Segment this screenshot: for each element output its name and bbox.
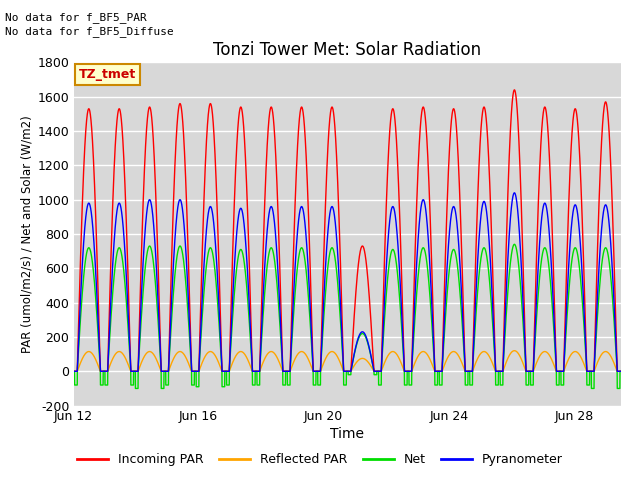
X-axis label: Time: Time	[330, 427, 364, 441]
Text: No data for f_BF5_PAR: No data for f_BF5_PAR	[5, 12, 147, 23]
Y-axis label: PAR (umol/m2/s) / Net and Solar (W/m2): PAR (umol/m2/s) / Net and Solar (W/m2)	[20, 115, 33, 353]
Text: No data for f_BF5_Diffuse: No data for f_BF5_Diffuse	[5, 26, 174, 37]
Legend: Incoming PAR, Reflected PAR, Net, Pyranometer: Incoming PAR, Reflected PAR, Net, Pyrano…	[72, 448, 568, 471]
Title: Tonzi Tower Met: Solar Radiation: Tonzi Tower Met: Solar Radiation	[213, 41, 481, 60]
Text: TZ_tmet: TZ_tmet	[79, 68, 136, 81]
